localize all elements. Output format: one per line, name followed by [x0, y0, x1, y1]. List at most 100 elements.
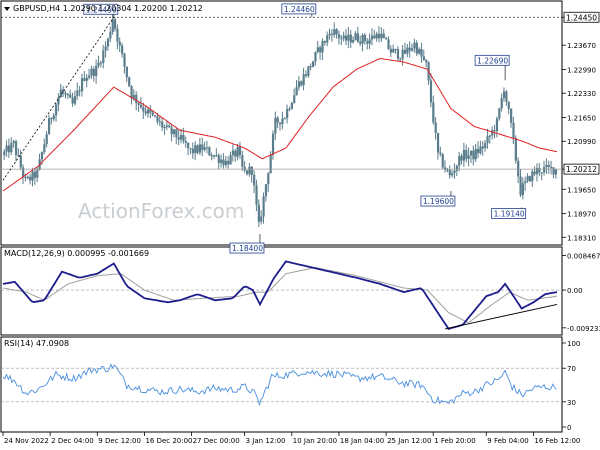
rsi-axis: 100 70 30 0	[562, 340, 580, 432]
callout-label: 1.24450	[86, 5, 117, 14]
candle-body	[156, 116, 159, 122]
candle-body	[222, 159, 225, 166]
candle-body	[14, 141, 18, 155]
candle-body	[189, 148, 192, 150]
candle-body	[229, 155, 232, 165]
candle-body	[130, 86, 133, 99]
candle-body	[142, 107, 145, 112]
candle-body	[24, 176, 27, 179]
chart-title: GBPUSD,H4 1.20290 1.20304 1.20200 1.2021…	[13, 4, 203, 13]
time-tick-label: 16 Feb 12:00	[534, 437, 580, 445]
candle-body	[281, 118, 284, 125]
candle-body	[210, 155, 213, 157]
candle-body	[418, 49, 421, 54]
candle-body	[66, 94, 70, 96]
rsi-tick-label: 100	[567, 340, 580, 348]
candle-body	[535, 168, 539, 175]
candle-body	[408, 47, 411, 51]
candle-body	[295, 87, 298, 96]
candle-body	[201, 144, 204, 150]
candle-body	[451, 173, 454, 176]
candle-body	[170, 127, 173, 135]
price-callouts: 1.24450 1.24460 1.18400 1.22690 1.19600 1.191…	[83, 3, 527, 254]
candle-body	[198, 144, 202, 153]
candle-body	[356, 33, 359, 42]
candle-body	[45, 134, 48, 145]
ema-series	[2, 57, 558, 192]
candle-body	[406, 47, 409, 54]
candle-body	[392, 48, 395, 53]
rsi-line	[2, 363, 557, 407]
candle-body	[253, 174, 256, 186]
candle-body	[293, 95, 296, 103]
candle-body	[453, 170, 456, 174]
candle-body	[448, 170, 451, 176]
candle-body	[439, 152, 442, 155]
candle-body	[304, 74, 308, 76]
callout-box	[229, 242, 265, 254]
macd-series	[2, 260, 558, 330]
candle-body	[121, 45, 124, 54]
candle-body	[184, 141, 187, 143]
candle-body	[309, 66, 312, 68]
candle-body	[479, 146, 482, 154]
price-box	[563, 163, 600, 175]
candle-body	[345, 35, 348, 41]
candle-body	[491, 130, 494, 136]
candle-body	[446, 169, 449, 171]
candle-body	[257, 204, 260, 222]
candle-body	[111, 19, 114, 32]
price-tick-label: 1.22990	[567, 67, 596, 75]
candle-body	[411, 48, 414, 51]
candle-body	[80, 78, 84, 92]
symbol-dropdown-icon[interactable]	[4, 7, 10, 11]
candle-body	[477, 148, 480, 154]
candle-body	[177, 137, 180, 140]
candle-body	[92, 68, 95, 76]
candle-body	[352, 39, 355, 43]
candle-body	[403, 49, 407, 54]
candle-body	[168, 125, 171, 128]
candle-body	[507, 101, 510, 109]
price-tick-label: 1.21650	[567, 115, 596, 123]
candle-body	[368, 39, 371, 44]
candle-body	[43, 144, 46, 153]
dotted-trendline	[2, 17, 115, 181]
candle-body	[474, 148, 477, 160]
candle-body	[444, 167, 447, 170]
candle-body	[113, 19, 117, 29]
candle-body	[465, 149, 468, 159]
candle-body	[349, 34, 352, 43]
candle-body	[212, 155, 216, 157]
candle-body	[163, 127, 166, 129]
candle-body	[203, 147, 206, 150]
candle-body	[321, 41, 324, 53]
candle-body	[104, 46, 107, 51]
candle-body	[264, 184, 268, 197]
candle-body	[552, 167, 555, 175]
candle-body	[540, 172, 543, 174]
candle-body	[512, 122, 515, 138]
candle-body	[95, 65, 98, 76]
time-tick-label: 24 Nov 2022	[4, 437, 49, 445]
candle-body	[370, 35, 374, 40]
candle-body	[102, 50, 105, 64]
candle-body	[158, 121, 161, 123]
candle-body	[175, 129, 178, 138]
candle-body	[220, 159, 223, 164]
candle-body	[227, 160, 230, 165]
candle-body	[76, 90, 79, 97]
candle-body	[151, 112, 154, 116]
candle-body	[524, 180, 527, 184]
candle-body	[519, 176, 522, 196]
candle-body	[26, 176, 29, 179]
time-tick-label: 2 Dec 04:00	[51, 437, 94, 445]
candle-body	[52, 115, 55, 120]
candle-body	[469, 150, 473, 156]
candle-body	[538, 168, 541, 173]
candle-body	[436, 132, 440, 153]
candle-body	[64, 92, 67, 95]
candle-body	[194, 145, 197, 154]
time-tick-label: 10 Jan 20:00	[293, 437, 337, 445]
